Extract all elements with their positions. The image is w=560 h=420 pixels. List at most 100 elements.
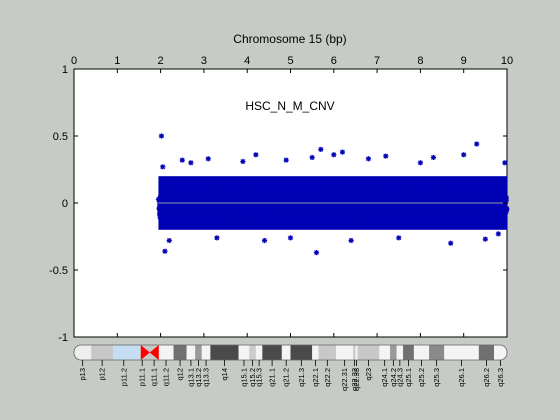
cnv-data-point [386,192,392,198]
cnv-data-point [442,206,448,212]
cnv-data-point [442,210,448,216]
cnv-data-point [424,206,430,212]
cnv-data-point [396,235,402,241]
cnv-data-point [157,214,163,220]
band-label: q26.2 [482,368,491,387]
x-tick-label: 0 [71,55,77,67]
cnv-data-point [430,154,436,161]
cnv-data-point [179,157,185,163]
cnv-data-point [327,203,333,210]
cnv-data-point [434,208,441,214]
cnv-data-point [500,190,506,196]
cnv-data-point [447,204,453,211]
cnv-data-point [280,207,286,213]
cnv-data-point [359,194,365,200]
cnv-data-point [302,195,308,201]
cnv-data-point [258,198,264,204]
x-tick-label: 10 [501,55,513,67]
cnv-data-point [220,203,226,209]
cnv-data-point [407,208,413,214]
cnv-data-point [322,205,328,211]
cnv-data-point [326,191,332,197]
cnv-data-point [409,192,415,198]
cnv-data-point [349,210,356,216]
band-label: q11.2 [162,368,171,386]
band-label: p11.2 [119,368,128,386]
cnv-data-point [241,188,247,194]
cnv-data-point [380,207,386,213]
ideogram-band [403,345,414,360]
cnv-data-point [454,192,461,198]
cnv-data-point [180,204,186,210]
cnv-data-point [339,184,345,190]
cnv-data-point [399,193,405,199]
cnv-data-point [283,157,289,163]
cnv-data-point [373,214,379,220]
cnv-data-point [461,152,467,158]
cnv-data-point [495,231,501,237]
cnv-data-point [451,209,457,215]
cnv-data-point [356,210,362,216]
cnv-data-point [393,190,399,196]
cnv-data-point [326,215,332,222]
cnv-data-point [208,189,214,195]
cnv-data-point [404,211,410,218]
cnv-data-point [160,164,166,170]
ideogram-band [357,345,380,360]
cnv-data-point [394,201,400,207]
cnv-data-point [265,212,271,218]
cnv-data-point [359,190,365,196]
cnv-data-point [365,196,372,203]
cnv-data-point [493,204,499,210]
ideogram-band [478,345,495,360]
cnv-data-point [161,210,167,216]
ideogram-band [186,345,196,360]
cnv-data-point [167,214,173,220]
cnv-data-point [162,248,168,254]
cnv-data-point [404,187,411,193]
band-label: q24.2 [389,368,398,387]
band-label: q26.1 [457,368,466,387]
cnv-data-point [448,240,454,246]
ideogram-band [390,345,397,360]
cnv-data-point [438,204,444,210]
centromere-right [149,345,159,360]
cnv-data-point [202,204,209,210]
x-tick-label: 4 [244,55,250,67]
cnv-data-point [317,185,323,191]
cnv-data-point [191,199,197,205]
cnv-data-point [443,191,449,197]
ideogram-band [429,345,445,360]
cnv-data-point [159,203,165,209]
cnv-data-point [172,201,178,207]
cnv-data-point [295,194,301,200]
cnv-data-point [308,197,315,203]
cnv-data-point [419,214,426,220]
cnv-data-point [403,197,409,203]
cnv-data-point [315,207,321,213]
cnv-data-point [416,191,422,197]
cnv-data-point [470,208,476,214]
cnv-data-point [309,154,315,161]
cnv-data-point [480,192,486,198]
band-label: p11.1 [138,368,147,386]
cnv-data-point [304,183,311,190]
ideogram-band [74,345,92,360]
cnv-data-point [287,235,294,241]
cnv-data-point [335,191,341,197]
cnv-data-point [306,206,313,213]
cnv-data-point [432,213,438,219]
cnv-data-point [236,202,242,208]
cnv-data-point [166,237,172,244]
cnv-data-point [248,192,254,198]
cnv-data-point [503,197,509,204]
cnv-data-point [167,189,173,196]
band-label: q15.3 [255,368,264,387]
cnv-data-point [233,187,239,193]
cnv-data-point [241,192,247,199]
cnv-data-point [190,208,196,214]
cnv-data-point [367,213,374,219]
cnv-data-point [208,208,214,215]
cnv-data-point [253,152,259,158]
cnv-data-point [197,193,204,199]
